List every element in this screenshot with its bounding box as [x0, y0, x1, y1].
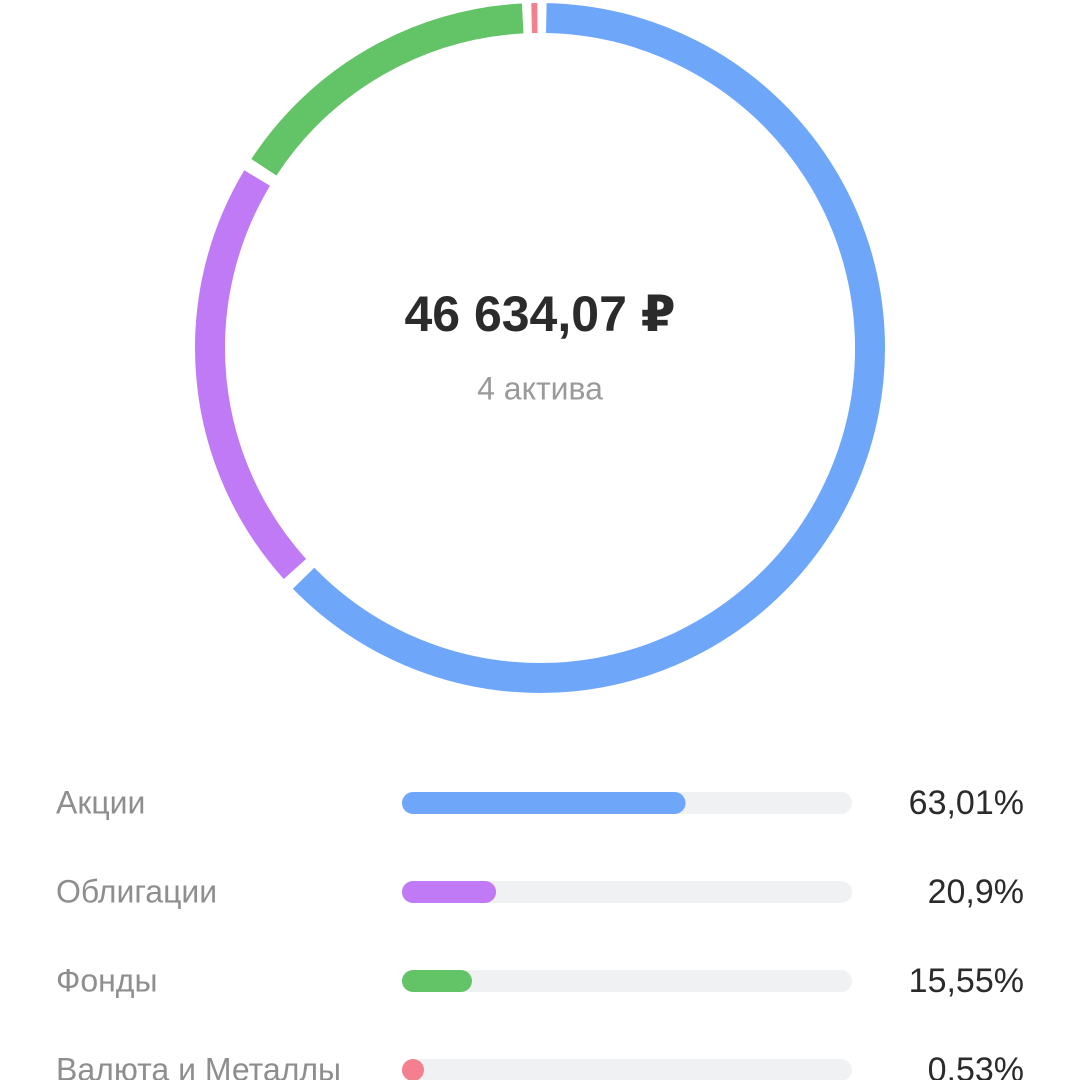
total-amount: 46 634,07 ₽	[404, 286, 675, 342]
asset-label: Фонды	[56, 962, 157, 998]
percent-label: 20,9%	[928, 873, 1024, 911]
bar-track	[402, 1059, 852, 1080]
percent-label: 63,01%	[909, 784, 1024, 822]
donut-segment	[292, 3, 885, 693]
bar-fill	[402, 792, 686, 814]
bar-fill	[402, 1059, 424, 1080]
bar-fill	[402, 970, 472, 992]
asset-label: Валюта и Металлы	[56, 1051, 341, 1080]
percent-label: 15,55%	[909, 962, 1024, 1000]
bar-fill	[402, 881, 497, 903]
donut-segment	[195, 170, 307, 580]
asset-count: 4 актива	[477, 370, 603, 406]
bar-track	[402, 881, 852, 903]
asset-label: Акции	[56, 784, 145, 820]
donut-segment	[251, 3, 524, 176]
bar-track	[402, 970, 852, 992]
asset-label: Облигации	[56, 873, 217, 909]
percent-label: 0,53%	[928, 1051, 1024, 1080]
